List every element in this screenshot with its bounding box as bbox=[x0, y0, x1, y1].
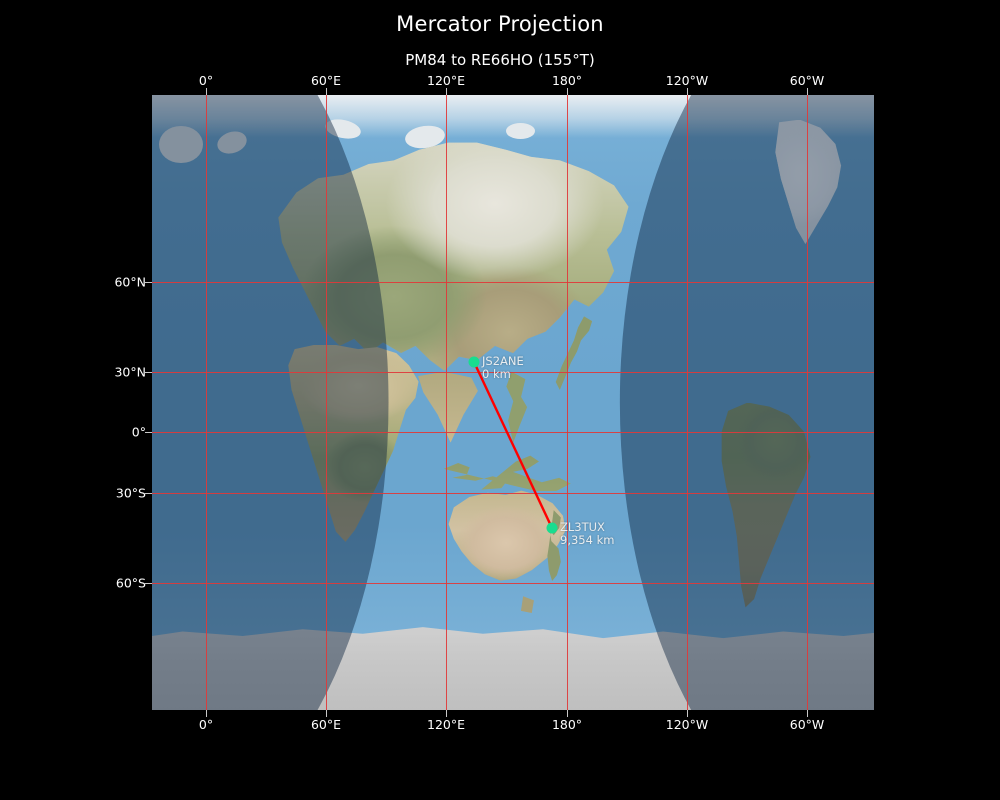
lon-tick-top-2: 120°E bbox=[426, 73, 466, 88]
landmass-philippines bbox=[499, 371, 542, 446]
label-destination-distance: 9,354 km bbox=[560, 533, 615, 547]
lat-tick-4: 60°S bbox=[115, 575, 146, 591]
lon-tick-bot-1: 60°E bbox=[310, 717, 342, 732]
landmass-australia bbox=[441, 489, 571, 594]
great-circle-path bbox=[472, 361, 554, 529]
lon-tick-top-5: 60°W bbox=[789, 73, 825, 88]
lon-tick-top-3: 180° bbox=[551, 73, 583, 88]
landmass-greenland bbox=[758, 119, 852, 255]
lon-tick-bot-4: 120°W bbox=[665, 717, 709, 732]
landmass-japan bbox=[553, 316, 604, 396]
label-origin-callsign: JS2ANE bbox=[482, 354, 524, 368]
marker-destination[interactable] bbox=[546, 522, 558, 534]
island-iceland bbox=[159, 125, 203, 163]
lat-tick-1: 30°N bbox=[114, 364, 146, 380]
lat-tick-0: 60°N bbox=[114, 274, 146, 290]
label-origin-distance: 0 km bbox=[482, 367, 511, 381]
label-destination-callsign: ZL3TUX bbox=[560, 520, 605, 534]
lon-tick-top-4: 120°W bbox=[665, 73, 709, 88]
page-subtitle: PM84 to RE66HO (155°T) bbox=[405, 51, 595, 69]
landmass-south-america bbox=[715, 402, 823, 612]
lat-tick-3: 30°S bbox=[115, 485, 146, 501]
lon-tick-bot-3: 180° bbox=[551, 717, 583, 732]
landmass-eurasia bbox=[271, 132, 632, 489]
lon-tick-bot-5: 60°W bbox=[789, 717, 825, 732]
island-novosibirsk bbox=[505, 122, 535, 139]
landmass-africa bbox=[282, 341, 441, 544]
page-title: Mercator Projection bbox=[396, 12, 604, 36]
landmass-tasmania bbox=[517, 596, 539, 617]
marker-origin[interactable] bbox=[468, 356, 480, 368]
lon-tick-top-0: 0° bbox=[198, 73, 214, 88]
lon-tick-bot-0: 0° bbox=[198, 717, 214, 732]
lat-tick-2: 0° bbox=[131, 424, 146, 440]
world-map[interactable]: JS2ANE 0 km ZL3TUX 9,354 km bbox=[152, 95, 874, 710]
lon-tick-bot-2: 120°E bbox=[426, 717, 466, 732]
landmass-antarctica bbox=[152, 612, 874, 710]
lon-tick-top-1: 60°E bbox=[310, 73, 342, 88]
landmass-indonesia bbox=[441, 439, 585, 513]
landmass-india bbox=[416, 371, 481, 446]
